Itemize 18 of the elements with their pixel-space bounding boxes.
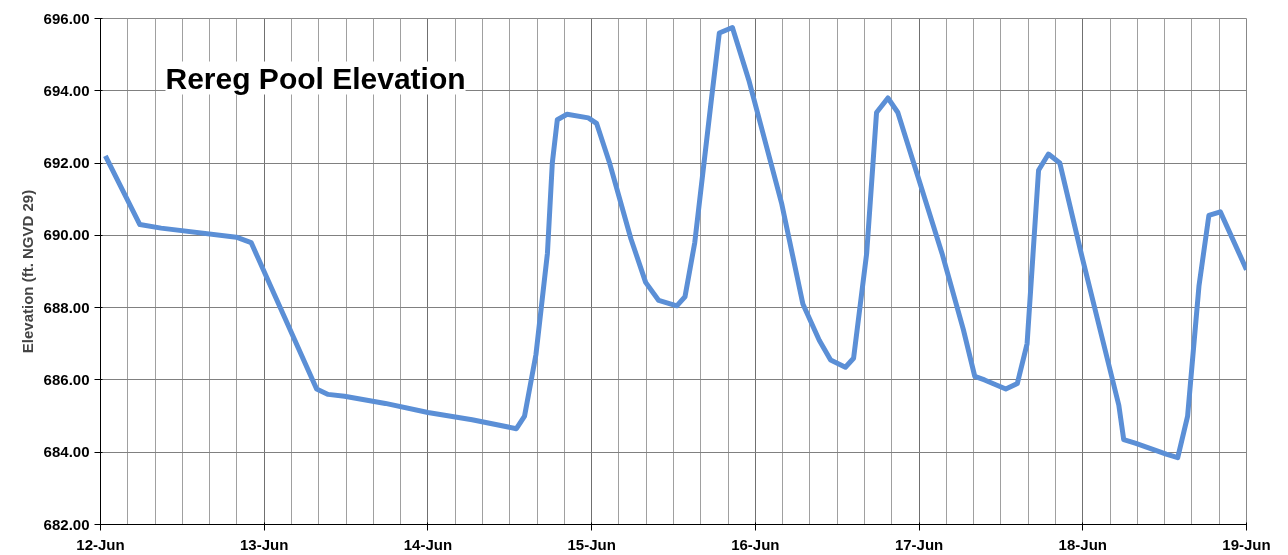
x-tick-label: 19-Jun — [1222, 535, 1271, 553]
x-tick-label: 15-Jun — [567, 535, 616, 553]
x-tick-label: 13-Jun — [240, 535, 289, 553]
y-tick-label: 696.00 — [43, 9, 90, 27]
y-tick-label: 688.00 — [43, 298, 90, 316]
y-axis-title: Elevation (ft. NGVD 29) — [18, 189, 36, 354]
text: Rereg Pool Elevation — [165, 61, 466, 95]
y-tick-label: 684.00 — [43, 443, 90, 461]
y-tick-label: 690.00 — [43, 226, 90, 244]
x-tick-label: 12-Jun — [76, 535, 125, 553]
x-tick-label: 17-Jun — [894, 535, 944, 553]
y-tick-label: 686.00 — [43, 370, 90, 388]
x-tick-label: 14-Jun — [403, 535, 453, 553]
y-tick-label: 692.00 — [43, 154, 90, 172]
x-tick-label: 18-Jun — [1058, 535, 1107, 553]
x-tick-label: 16-Jun — [731, 535, 780, 553]
y-tick-label: 682.00 — [43, 515, 90, 533]
y-tick-label: 694.00 — [43, 81, 90, 99]
